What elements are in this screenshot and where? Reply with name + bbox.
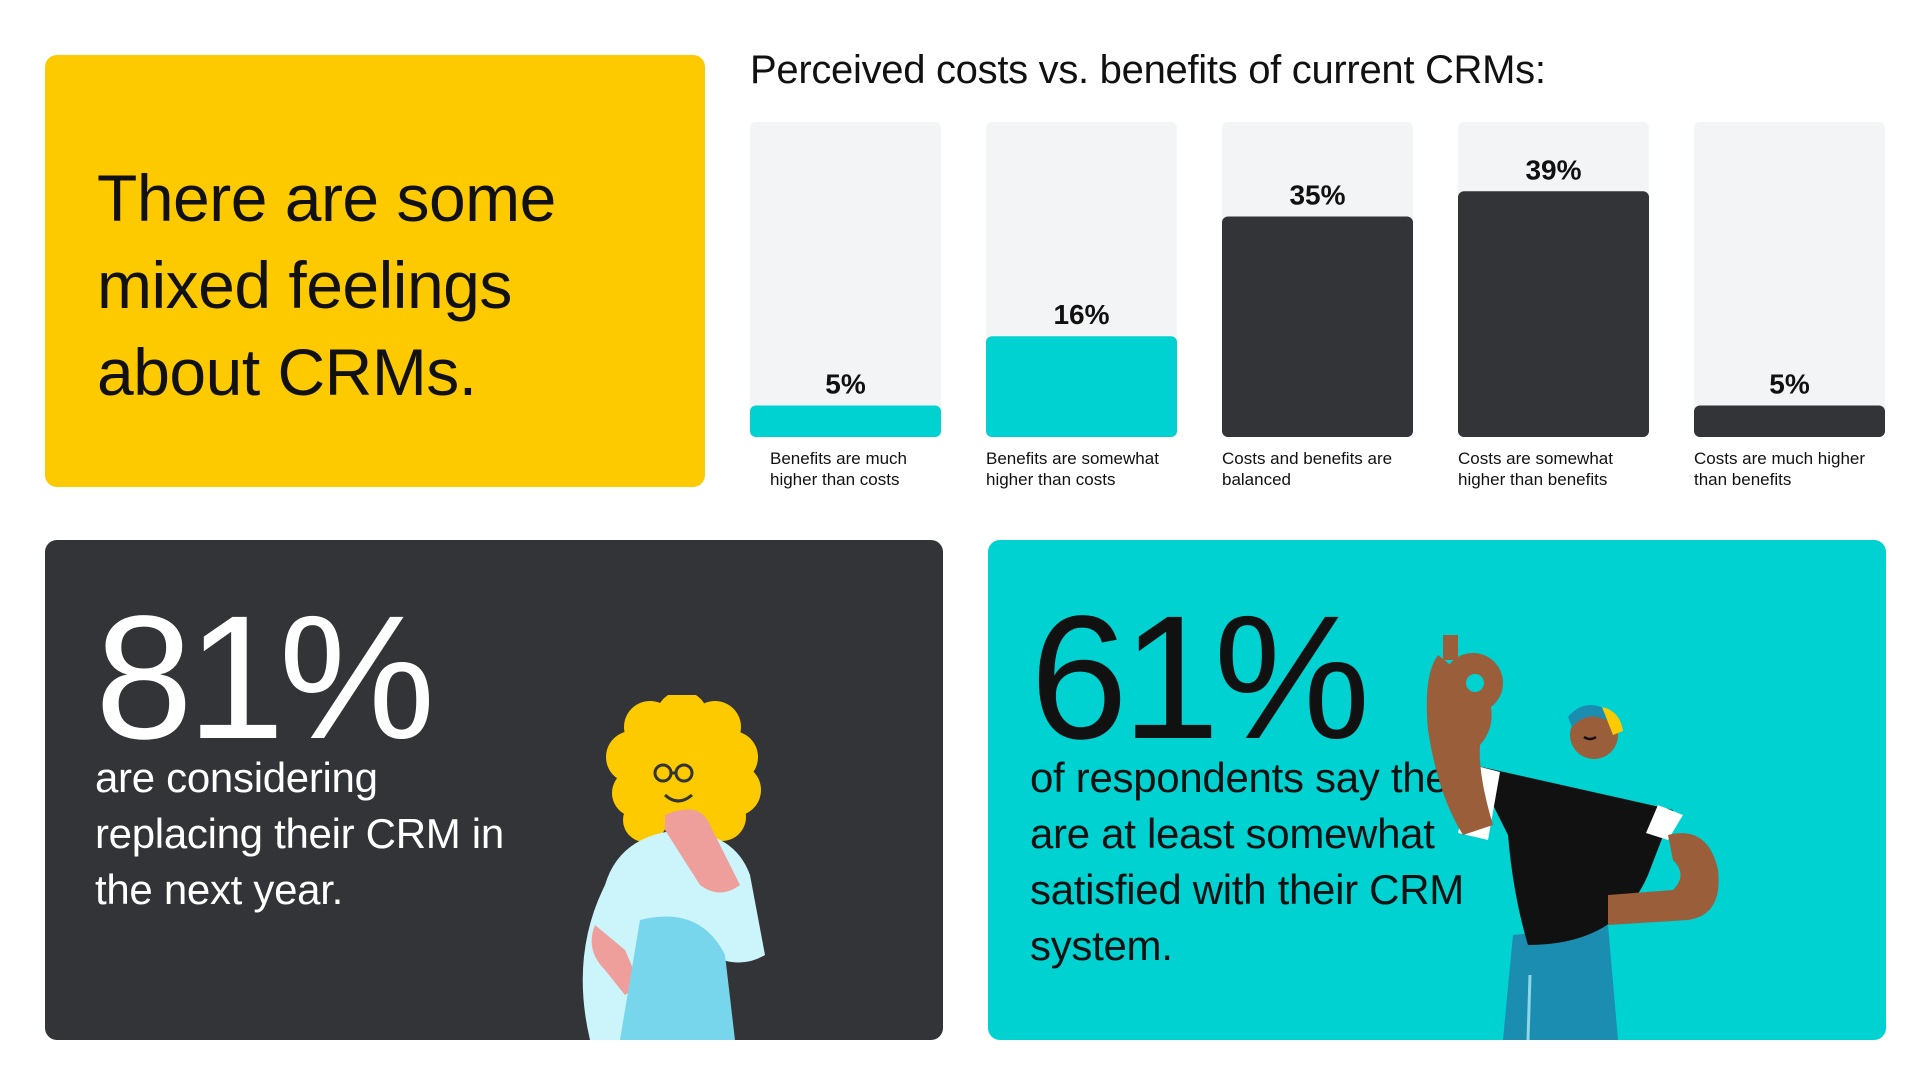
category-label: Costs are much higher than benefits <box>1694 449 1865 489</box>
stat-card-satisfied: 61% of respondents say they are at least… <box>988 540 1886 1040</box>
stat-value: 61% <box>1030 580 1370 776</box>
bar-chart: 5% Benefits are much higher than costs 16% B… <box>750 122 1885 489</box>
stat-value: 81% <box>95 580 435 776</box>
bar-value-label: 5% <box>825 369 866 400</box>
bar-track <box>1694 122 1885 437</box>
bar-value-label: 16% <box>1053 299 1109 330</box>
thinking-woman-illustration <box>582 695 765 1040</box>
bar <box>750 405 941 437</box>
bar <box>1694 405 1885 437</box>
ok-gesture-man-illustration <box>1426 635 1719 1040</box>
bar <box>1222 216 1413 437</box>
category-label: Costs are somewhat higher than benefits <box>1458 449 1613 489</box>
stat-description: are considering replacing their CRM in t… <box>95 754 504 913</box>
bar-value-label: 35% <box>1289 180 1345 211</box>
bar-value-label: 5% <box>1769 369 1810 400</box>
bar-track <box>750 122 941 437</box>
category-label: Benefits are much higher than costs <box>770 449 907 489</box>
category-label: Benefits are somewhat higher than costs <box>986 449 1159 489</box>
headline-text: There are some mixed feelings about CRMs… <box>97 161 556 409</box>
stat-card-replacing: 81% are considering replacing their CRM … <box>45 540 943 1040</box>
headline-card: There are some mixed feelings about CRMs… <box>45 55 705 487</box>
bar <box>1458 191 1649 437</box>
chart-title: Perceived costs vs. benefits of current … <box>750 48 1546 92</box>
bar <box>986 336 1177 437</box>
stat-description: of respondents say they are at least som… <box>1030 754 1470 969</box>
category-label: Costs and benefits are balanced <box>1222 449 1392 489</box>
bar-value-label: 39% <box>1525 154 1581 185</box>
